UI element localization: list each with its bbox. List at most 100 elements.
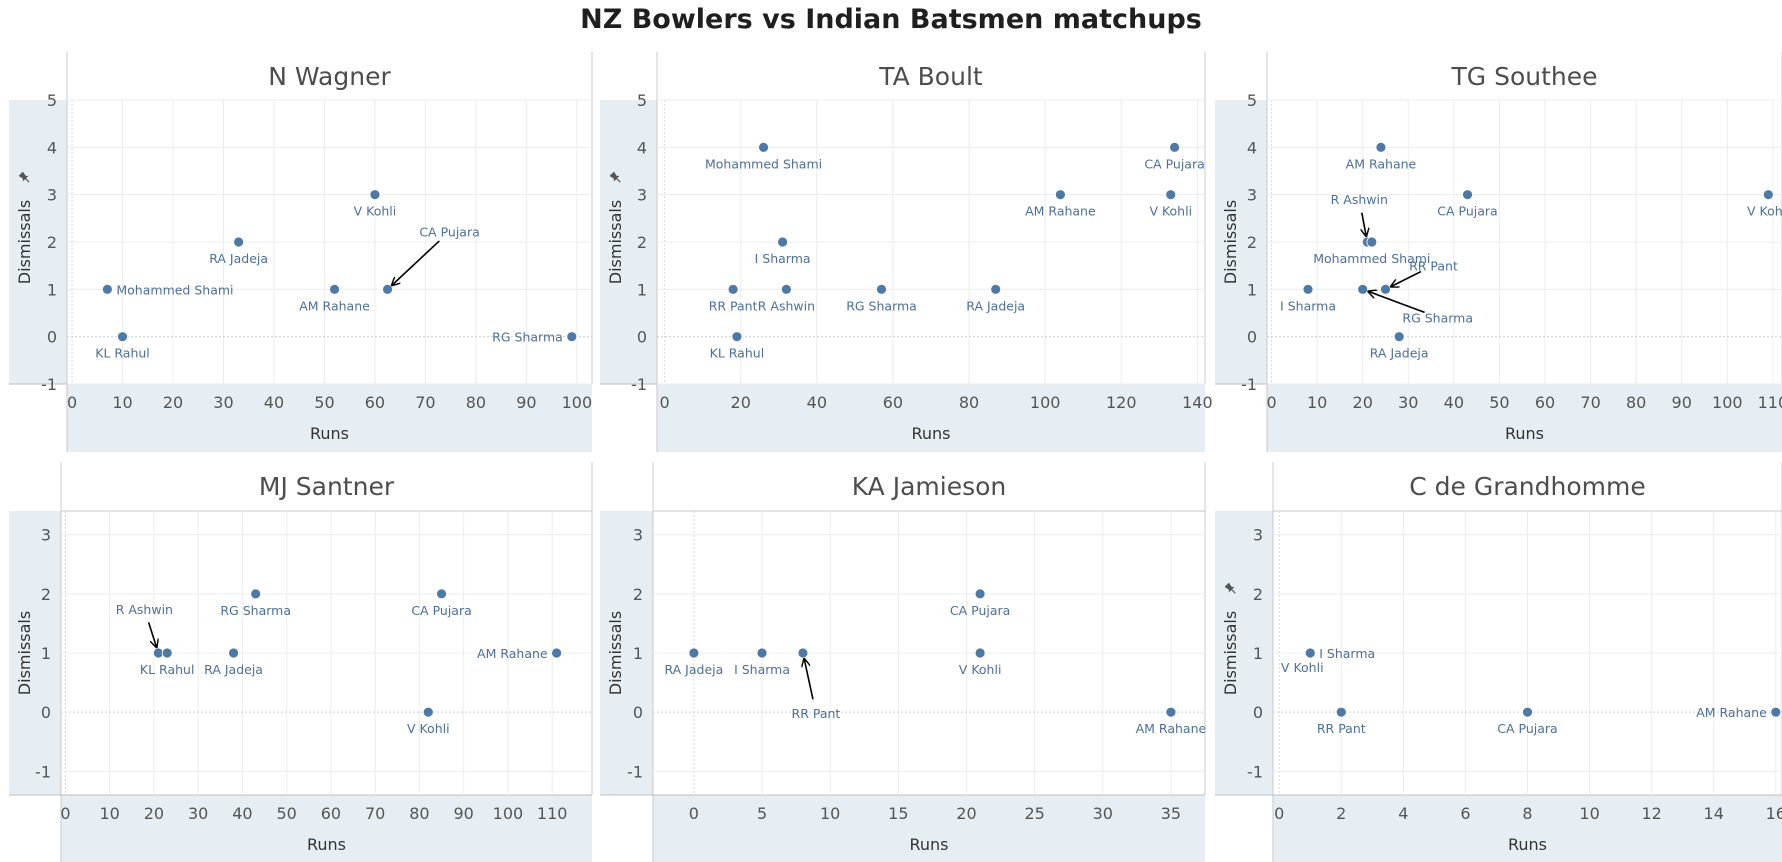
y-axis-band: [600, 511, 653, 795]
x-tick-label: 10: [99, 804, 119, 823]
point-label: V Kohli: [1281, 660, 1324, 675]
y-tick-label: -1: [631, 375, 647, 394]
x-axis-band: [653, 795, 1205, 862]
data-point[interactable]: [1522, 706, 1533, 718]
point-label: RG Sharma: [846, 298, 917, 313]
data-point[interactable]: [228, 647, 239, 659]
pin-icon[interactable]: [609, 171, 623, 185]
data-point[interactable]: [876, 283, 887, 295]
x-tick-label: 60: [365, 393, 385, 412]
data-point[interactable]: [731, 331, 743, 343]
x-tick-label: 80: [466, 393, 486, 412]
data-point[interactable]: [329, 283, 340, 295]
data-point[interactable]: [436, 588, 447, 600]
point-label: RA Jadeja: [1370, 346, 1429, 361]
y-tick-label: -1: [1247, 762, 1263, 781]
x-tick-label: 6: [1460, 804, 1470, 823]
data-point[interactable]: [551, 647, 562, 659]
y-axis-title: Dismissals: [15, 200, 34, 284]
data-point[interactable]: [1169, 141, 1180, 153]
data-point[interactable]: [117, 331, 128, 343]
point-label: R Ashwin: [758, 298, 815, 313]
y-tick-label: 0: [1253, 703, 1263, 722]
x-axis-title: Runs: [1505, 424, 1544, 443]
x-tick-label: 30: [1093, 804, 1113, 823]
data-point[interactable]: [758, 141, 769, 153]
point-label: AM Rahane: [1696, 705, 1767, 720]
data-point[interactable]: [369, 189, 381, 201]
data-point[interactable]: [250, 588, 262, 600]
chart-panel-1: TA Boult 0 20 40 60 80 100 120 140 -1 0 1 2 3 4 5 Runs Di…: [600, 52, 1213, 452]
data-point[interactable]: [233, 236, 245, 248]
y-tick-label: 0: [47, 328, 57, 347]
x-tick-label: 0: [60, 804, 70, 823]
panel-title: KA Jamieson: [852, 472, 1007, 501]
y-tick-label: 3: [47, 186, 57, 205]
y-axis-band: [9, 511, 61, 795]
y-tick-label: 2: [633, 585, 643, 604]
point-label: I Sharma: [734, 662, 790, 677]
panel-title: N Wagner: [268, 62, 391, 91]
point-label: AM Rahane: [1136, 721, 1207, 736]
data-point[interactable]: [797, 647, 809, 659]
point-label: CA Pujara: [419, 224, 479, 239]
chart-panel-0: N Wagner 0 10 20 30 40 50 60 70 80 90 100 -1 0 1 2 3 4 5 Ru…: [9, 52, 593, 452]
data-point[interactable]: [974, 588, 986, 600]
data-point[interactable]: [1762, 189, 1774, 201]
x-tick-label: 2: [1336, 804, 1346, 823]
data-point[interactable]: [756, 647, 768, 659]
x-tick-label: 70: [415, 393, 435, 412]
data-point[interactable]: [777, 236, 788, 248]
data-point[interactable]: [780, 283, 792, 295]
y-tick-label: 1: [1247, 280, 1257, 299]
data-point[interactable]: [688, 647, 700, 659]
data-point[interactable]: [727, 283, 739, 295]
x-tick-label: 100: [562, 393, 593, 412]
x-tick-label: 110: [1758, 393, 1782, 412]
x-tick-label: 60: [1535, 393, 1555, 412]
data-point[interactable]: [1302, 283, 1314, 295]
y-tick-label: 2: [47, 233, 57, 252]
data-point[interactable]: [1366, 236, 1378, 248]
x-tick-label: 40: [232, 804, 252, 823]
data-point[interactable]: [974, 647, 986, 659]
x-tick-label: 0: [1266, 393, 1276, 412]
data-point[interactable]: [1380, 283, 1391, 295]
data-point[interactable]: [566, 331, 578, 343]
panel-title: TG Southee: [1450, 62, 1597, 91]
x-tick-label: 110: [537, 804, 568, 823]
data-point[interactable]: [1304, 647, 1316, 659]
data-point[interactable]: [990, 283, 1002, 295]
data-point[interactable]: [422, 706, 434, 718]
data-point[interactable]: [1054, 189, 1066, 201]
pin-icon[interactable]: [18, 171, 32, 185]
x-axis-band: [61, 795, 592, 862]
x-tick-label: 40: [1444, 393, 1464, 412]
y-axis-band: [1215, 100, 1267, 384]
x-tick-label: 90: [516, 393, 536, 412]
y-tick-label: -1: [41, 375, 57, 394]
data-point[interactable]: [1165, 189, 1177, 201]
point-label: CA Pujara: [950, 603, 1010, 618]
y-tick-label: 1: [47, 280, 57, 299]
data-point[interactable]: [1393, 331, 1405, 343]
data-point[interactable]: [161, 647, 173, 659]
x-axis-title: Runs: [911, 424, 950, 443]
data-point[interactable]: [1357, 283, 1369, 295]
data-point[interactable]: [101, 283, 113, 295]
x-axis-band: [1273, 795, 1782, 862]
data-point[interactable]: [1770, 706, 1782, 718]
y-tick-label: 1: [41, 644, 51, 663]
data-point[interactable]: [1335, 706, 1347, 718]
data-point[interactable]: [1462, 189, 1473, 201]
x-axis-title: Runs: [1508, 835, 1547, 854]
data-point[interactable]: [1165, 706, 1177, 718]
x-tick-label: 60: [883, 393, 903, 412]
x-tick-label: 120: [1106, 393, 1137, 412]
data-point[interactable]: [382, 283, 393, 295]
x-tick-label: 0: [1274, 804, 1284, 823]
pin-icon[interactable]: [1224, 582, 1238, 596]
data-point[interactable]: [1375, 141, 1387, 153]
y-tick-label: 4: [637, 138, 647, 157]
point-label: R Ashwin: [1331, 192, 1388, 207]
